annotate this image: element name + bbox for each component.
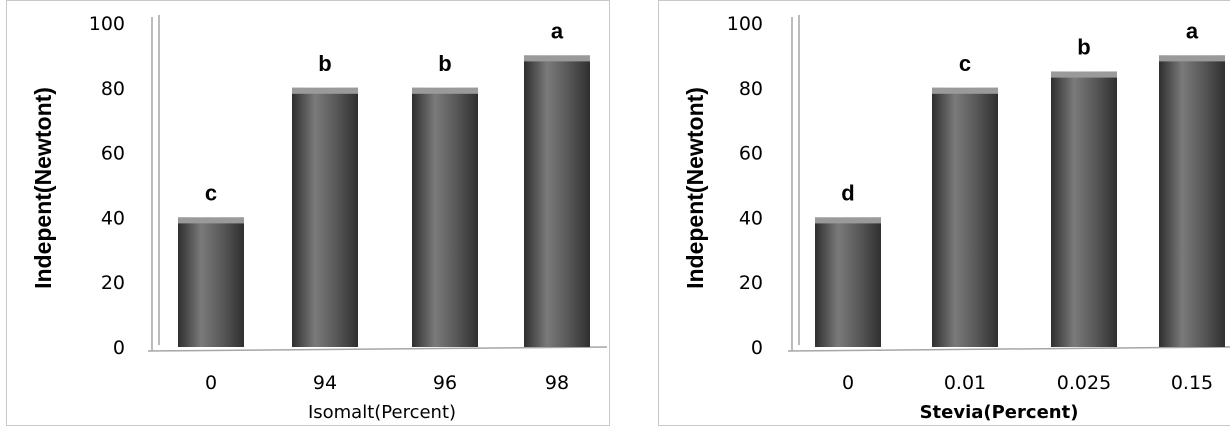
x-tick-label: 0.15 — [1171, 372, 1213, 394]
y-axis-label: Indepent(Newtont) — [682, 87, 708, 289]
y-tick-label: 0 — [751, 337, 763, 359]
x-axis-label: Stevia(Percent) — [920, 402, 1079, 423]
bar-significance-label: c — [959, 51, 971, 76]
y-tick-label: 0 — [113, 337, 125, 359]
x-tick-label: 0 — [205, 372, 217, 394]
bar-significance-label: a — [551, 18, 564, 43]
bar-top-cap — [932, 87, 998, 94]
bar-significance-label: b — [1077, 35, 1090, 60]
y-tick-label: 40 — [739, 207, 763, 229]
bar — [412, 87, 478, 348]
bar-significance-label: a — [1186, 18, 1199, 43]
bar-significance-label: b — [438, 51, 451, 76]
y-tick-label: 80 — [101, 78, 125, 100]
x-axis-line — [787, 346, 1230, 352]
bar — [524, 55, 590, 348]
bar-top-cap — [1159, 55, 1225, 62]
x-tick-label: 94 — [313, 372, 337, 394]
bar-significance-label: c — [205, 180, 217, 205]
chart-stevia: 0 20 40 60 80 100 Indepent(Newtont) d 0 c 0.01 b 0.0… — [682, 13, 1230, 423]
bar — [292, 87, 358, 348]
y-tick-label: 60 — [101, 143, 125, 165]
y-axis-label: Indepent(Newtont) — [30, 87, 56, 289]
bar-top-cap — [815, 217, 881, 224]
bar-significance-label: d — [841, 180, 854, 205]
y-tick-label: 20 — [739, 272, 763, 294]
x-axis-line — [147, 346, 608, 352]
bar-top-cap — [1051, 71, 1117, 78]
x-tick-label: 0 — [842, 372, 854, 394]
bar — [932, 87, 998, 348]
x-tick-label: 96 — [433, 372, 457, 394]
x-tick-label: 0.01 — [944, 372, 986, 394]
y-tick-label: 100 — [727, 13, 763, 35]
y-tick-label: 60 — [739, 143, 763, 165]
chart-isomalt: 0 20 40 60 80 100 Indepent(Newtont) c 0 b 94 b 96 a 98… — [30, 13, 608, 423]
bar — [1159, 55, 1225, 348]
y-tick-label: 100 — [89, 13, 125, 35]
bar-top-cap — [524, 55, 590, 62]
x-tick-label: 98 — [545, 372, 569, 394]
x-tick-label: 0.025 — [1057, 372, 1111, 394]
bar-top-cap — [412, 87, 478, 94]
y-tick-label: 20 — [101, 272, 125, 294]
bar — [178, 217, 244, 347]
y-tick-label: 80 — [739, 78, 763, 100]
bar — [815, 217, 881, 347]
bar-top-cap — [178, 217, 244, 224]
bar-significance-label: b — [318, 51, 331, 76]
chart-panel-stevia: 0 20 40 60 80 100 Indepent(Newtont) d 0 c 0.01 b 0.0… — [658, 0, 1230, 426]
x-axis-label: Isomalt(Percent) — [308, 402, 456, 423]
y-tick-label: 40 — [101, 207, 125, 229]
chart-panel-isomalt: 0 20 40 60 80 100 Indepent(Newtont) c 0 b 94 b 96 a 98… — [6, 0, 610, 426]
bar — [1051, 71, 1117, 347]
bar-top-cap — [292, 87, 358, 94]
